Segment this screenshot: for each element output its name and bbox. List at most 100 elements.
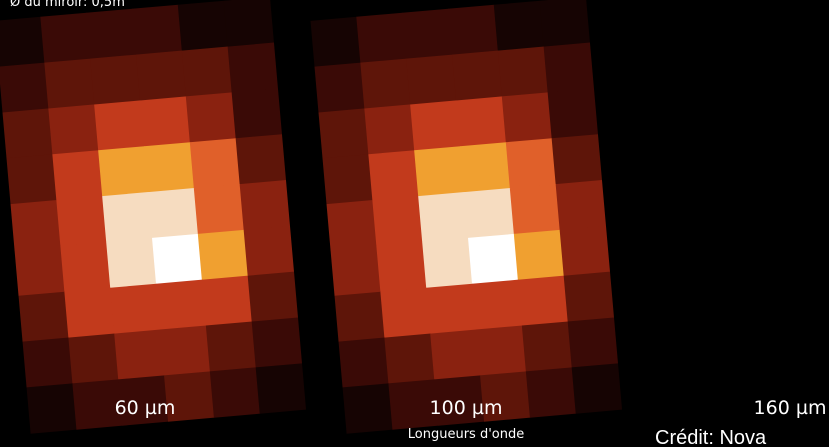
pixel — [98, 146, 148, 196]
pixel — [502, 92, 552, 142]
pixel — [327, 200, 377, 250]
pixel — [64, 288, 114, 338]
pixel — [240, 180, 290, 230]
pixel — [19, 292, 69, 342]
pixel — [456, 96, 506, 146]
pixel — [102, 192, 152, 242]
pixel — [224, 0, 274, 47]
pixel — [110, 284, 160, 334]
panel-label: 160 µm — [754, 397, 827, 419]
pixel — [144, 142, 194, 192]
pixel — [356, 13, 406, 63]
pixel — [460, 142, 510, 192]
pixel — [11, 200, 61, 250]
pixel — [190, 138, 240, 188]
pixel — [464, 188, 514, 238]
pixel — [518, 276, 568, 326]
pixel — [514, 230, 564, 280]
pixel — [194, 184, 244, 234]
pixel — [27, 383, 77, 433]
pixel — [343, 383, 393, 433]
pixel — [506, 138, 556, 188]
pixel — [331, 246, 381, 296]
pixel — [202, 276, 252, 326]
pixel — [40, 13, 90, 63]
pixel — [256, 363, 306, 413]
pixel — [23, 338, 73, 388]
pixel — [468, 234, 518, 284]
pixel-grid — [0, 0, 306, 434]
pixel — [244, 226, 294, 276]
pixel — [15, 246, 65, 296]
pixel — [430, 330, 480, 380]
pixel — [410, 100, 460, 150]
pixel — [0, 63, 49, 113]
pixel — [68, 334, 118, 384]
pixel — [548, 88, 598, 138]
pixel — [544, 43, 594, 93]
caption: Ø du miroir: 0,5m — [10, 0, 125, 10]
pixel — [510, 184, 560, 234]
page: Ø du miroir: 0,5m 60 µm 100 µm 160 µm Lo… — [0, 0, 829, 447]
pixel — [182, 47, 232, 97]
pixel — [522, 322, 572, 372]
pixel — [156, 280, 206, 330]
pixel — [186, 92, 236, 142]
pixel — [210, 367, 260, 417]
pixel — [360, 59, 410, 109]
pixel — [132, 5, 182, 55]
pixel — [498, 47, 548, 97]
pixel — [60, 242, 110, 292]
pixel — [140, 96, 190, 146]
pixel — [335, 292, 385, 342]
pixel — [476, 326, 526, 376]
pixel — [472, 280, 522, 330]
pixel — [339, 338, 389, 388]
pixel — [94, 100, 144, 150]
pixel — [48, 104, 98, 154]
pixel — [552, 134, 602, 184]
pixel — [232, 88, 282, 138]
pixel — [540, 0, 590, 47]
pixel — [323, 154, 373, 204]
axis-label: Longueurs d'onde — [408, 427, 524, 442]
pixel — [148, 188, 198, 238]
pixel — [568, 317, 618, 367]
pixel — [494, 1, 544, 51]
pixel — [560, 226, 610, 276]
pixel — [414, 146, 464, 196]
pixel — [52, 150, 102, 200]
pixel — [426, 284, 476, 334]
pixel — [114, 330, 164, 380]
pixel — [7, 154, 57, 204]
pixel — [380, 288, 430, 338]
pixel — [106, 238, 156, 288]
pixel — [236, 134, 286, 184]
pixel — [3, 108, 53, 158]
image: Ø du miroir: 0,5m 60 µm 100 µm 160 µm Lo… — [0, 0, 829, 447]
panel-label: 60 µm — [115, 397, 176, 419]
pixel — [90, 55, 140, 105]
pixel — [136, 51, 186, 101]
pixel — [422, 238, 472, 288]
pixel — [152, 234, 202, 284]
pixel — [206, 322, 256, 372]
pixel — [178, 1, 228, 51]
panel-label: 100 µm — [430, 397, 503, 419]
pixel — [384, 334, 434, 384]
pixel — [402, 9, 452, 59]
pixel — [86, 9, 136, 59]
credit: Crédit: Nova — [655, 427, 767, 447]
pixel-grid — [310, 0, 622, 434]
pixel — [364, 104, 414, 154]
pixel — [44, 59, 94, 109]
pixel — [252, 317, 302, 367]
pixel — [556, 180, 606, 230]
pixel — [406, 55, 456, 105]
pixel — [228, 43, 278, 93]
pixel — [418, 192, 468, 242]
pixel — [319, 108, 369, 158]
pixel — [160, 326, 210, 376]
pixel — [310, 17, 360, 67]
pixel — [564, 272, 614, 322]
